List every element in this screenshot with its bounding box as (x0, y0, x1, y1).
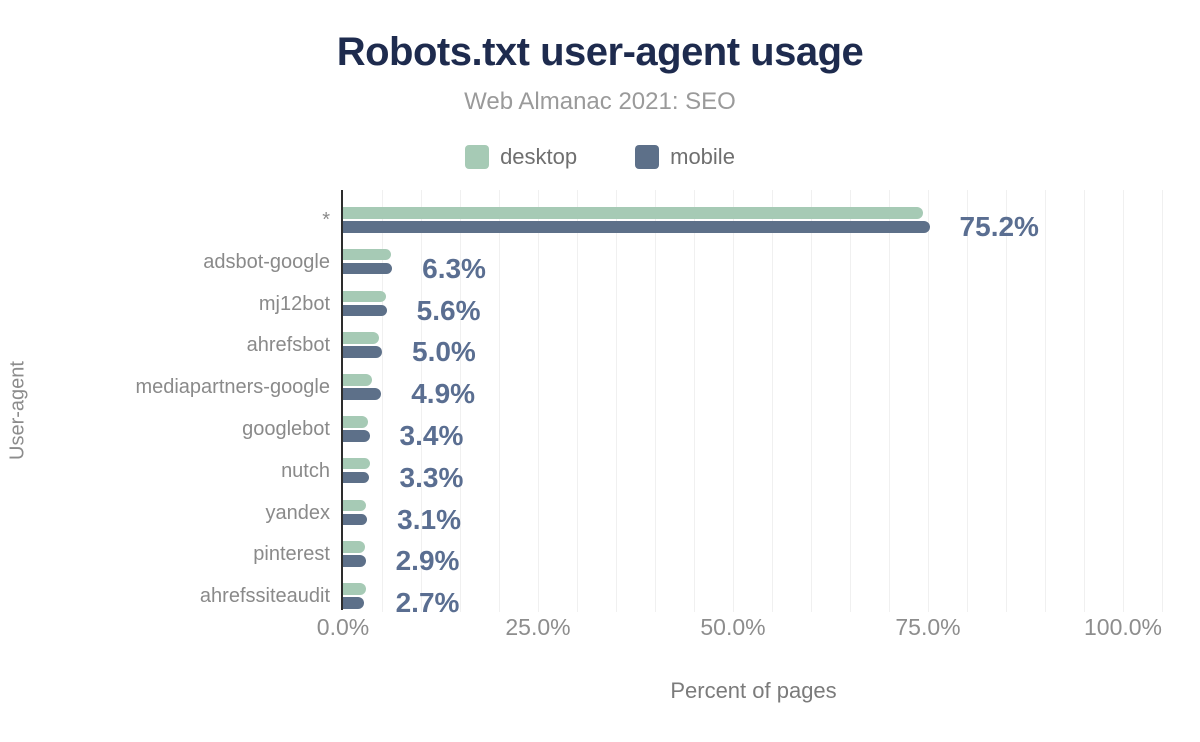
y-axis-line (341, 190, 343, 610)
gridline (577, 190, 578, 612)
gridline (616, 190, 617, 612)
y-axis-category-label: yandex (265, 501, 331, 524)
gridline (967, 190, 968, 612)
value-label: 2.7% (395, 587, 460, 619)
mobile-bar[interactable] (343, 430, 370, 442)
gridline (382, 190, 383, 612)
x-axis-tick-label: 0.0% (316, 614, 370, 640)
desktop-bar[interactable] (343, 541, 365, 553)
desktop-bar[interactable] (343, 583, 366, 595)
desktop-bar[interactable] (343, 248, 392, 261)
desktop-bar[interactable] (343, 290, 386, 303)
gridline (1084, 190, 1085, 612)
gridline (694, 190, 695, 612)
mobile-bar[interactable] (343, 304, 387, 317)
y-axis-category-label: * (322, 209, 330, 231)
gridline (460, 190, 461, 612)
gridline (811, 190, 812, 612)
gridline (850, 190, 851, 612)
mobile-bar[interactable] (343, 513, 368, 526)
mobile-bar[interactable] (343, 346, 382, 358)
y-axis-category-label: adsbot-google (203, 250, 330, 273)
gridline (1045, 190, 1046, 612)
value-label: 3.1% (397, 503, 461, 535)
y-axis-title: User-agent (6, 361, 29, 460)
desktop-bar[interactable] (343, 457, 370, 470)
desktop-bar[interactable] (343, 332, 379, 344)
chart-subtitle: Web Almanac 2021: SEO (464, 88, 736, 115)
desktop-swatch-icon (465, 145, 490, 169)
gridline (928, 190, 929, 612)
x-axis-tick-label: 100.0% (1083, 614, 1162, 640)
gridline (1123, 190, 1124, 612)
chart-legend: desktop mobile (0, 142, 1200, 172)
desktop-bar[interactable] (343, 499, 367, 512)
mobile-bar[interactable] (343, 597, 365, 609)
gridline (538, 190, 539, 612)
value-label: 4.9% (411, 378, 476, 410)
gridline (655, 190, 656, 612)
y-axis-category-label: googlebot (242, 418, 330, 440)
gridline (499, 190, 500, 612)
mobile-bar[interactable] (343, 262, 393, 275)
x-axis-tick-label: 50.0% (700, 614, 766, 640)
gridline (421, 190, 422, 612)
value-label: 5.6% (416, 294, 481, 326)
legend-label-desktop: desktop (500, 144, 578, 169)
x-axis-tick-label: 75.0% (895, 614, 961, 640)
y-axis-category-label: pinterest (253, 543, 330, 566)
value-label: 6.3% (422, 252, 486, 284)
gridline (889, 190, 890, 612)
legend-item-mobile[interactable]: mobile (635, 144, 735, 170)
mobile-swatch-icon (635, 145, 660, 169)
legend-item-desktop[interactable]: desktop (465, 144, 577, 170)
gridline (733, 190, 734, 612)
desktop-bar[interactable] (343, 207, 924, 219)
x-axis-title: Percent of pages (670, 678, 837, 703)
value-label: 75.2% (959, 211, 1039, 242)
value-label: 3.4% (399, 420, 464, 451)
desktop-bar[interactable] (343, 416, 368, 428)
chart-title: Robots.txt user-agent usage (336, 30, 864, 74)
mobile-bar[interactable] (343, 388, 382, 400)
mobile-bar[interactable] (343, 471, 369, 484)
gridline (1162, 190, 1163, 612)
y-axis-category-label: mediapartners-google (135, 376, 330, 399)
value-label: 5.0% (412, 336, 476, 368)
desktop-bar[interactable] (343, 374, 372, 386)
mobile-bar[interactable] (343, 221, 930, 233)
y-axis-category-label: nutch (281, 459, 330, 482)
y-axis-category-label: ahrefsbot (246, 334, 330, 357)
y-axis-category-label: ahrefssiteaudit (199, 585, 330, 608)
value-label: 3.3% (399, 461, 464, 493)
gridline (772, 190, 773, 612)
mobile-bar[interactable] (343, 555, 366, 567)
legend-label-mobile: mobile (670, 144, 735, 169)
x-axis-tick-label: 25.0% (505, 614, 571, 640)
y-axis-category-label: mj12bot (258, 292, 330, 315)
gridline (1006, 190, 1007, 612)
value-label: 2.9% (395, 545, 460, 577)
